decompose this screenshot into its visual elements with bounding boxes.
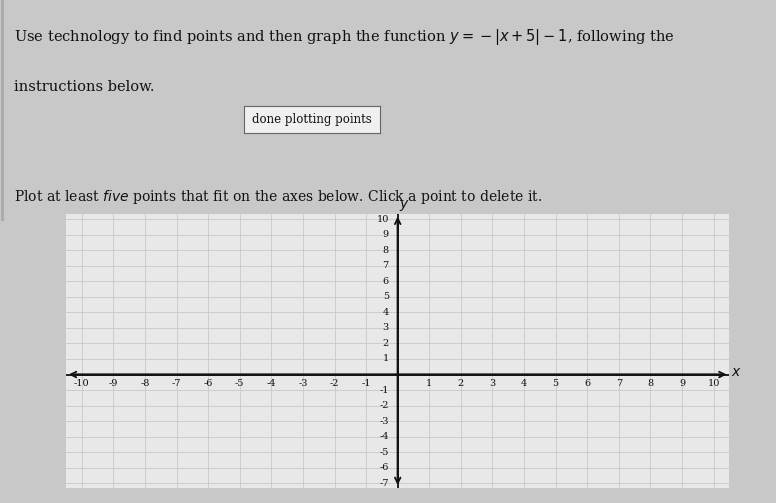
- Text: -6: -6: [203, 379, 213, 388]
- Text: 2: 2: [458, 379, 464, 388]
- Text: $y$: $y$: [399, 198, 410, 213]
- Text: -8: -8: [140, 379, 150, 388]
- Text: Use technology to find points and then graph the function $y = -|x + 5| - 1$, fo: Use technology to find points and then g…: [14, 27, 674, 47]
- Text: -7: -7: [171, 379, 182, 388]
- Text: 5: 5: [383, 292, 389, 301]
- Text: -4: -4: [267, 379, 276, 388]
- Text: 3: 3: [490, 379, 496, 388]
- Text: 6: 6: [584, 379, 591, 388]
- Text: 6: 6: [383, 277, 389, 286]
- Text: -1: -1: [379, 386, 389, 394]
- Text: 10: 10: [376, 215, 389, 224]
- Text: -2: -2: [330, 379, 339, 388]
- Text: Plot at least $\it{five}$ points that fit on the axes below. Click a point to de: Plot at least $\it{five}$ points that fi…: [14, 188, 542, 206]
- Text: 2: 2: [383, 339, 389, 348]
- Text: 4: 4: [383, 308, 389, 317]
- Text: 8: 8: [647, 379, 653, 388]
- Text: 9: 9: [679, 379, 685, 388]
- Text: -10: -10: [74, 379, 89, 388]
- Text: -2: -2: [379, 401, 389, 410]
- Text: $x$: $x$: [731, 365, 742, 379]
- Text: 1: 1: [383, 355, 389, 364]
- Text: 4: 4: [521, 379, 527, 388]
- Text: -1: -1: [362, 379, 371, 388]
- Text: 5: 5: [553, 379, 559, 388]
- Text: -3: -3: [379, 416, 389, 426]
- Text: done plotting points: done plotting points: [252, 113, 372, 126]
- Text: 7: 7: [383, 261, 389, 270]
- Text: 7: 7: [615, 379, 622, 388]
- Text: 10: 10: [708, 379, 720, 388]
- Text: -4: -4: [379, 432, 389, 441]
- Text: -5: -5: [379, 448, 389, 457]
- Text: -7: -7: [379, 479, 389, 488]
- Text: 9: 9: [383, 230, 389, 239]
- Text: -3: -3: [298, 379, 307, 388]
- Text: instructions below.: instructions below.: [14, 79, 154, 94]
- Text: 1: 1: [426, 379, 432, 388]
- Text: -9: -9: [109, 379, 118, 388]
- Text: 3: 3: [383, 323, 389, 332]
- Text: -6: -6: [379, 463, 389, 472]
- Text: -5: -5: [235, 379, 244, 388]
- Text: 8: 8: [383, 246, 389, 255]
